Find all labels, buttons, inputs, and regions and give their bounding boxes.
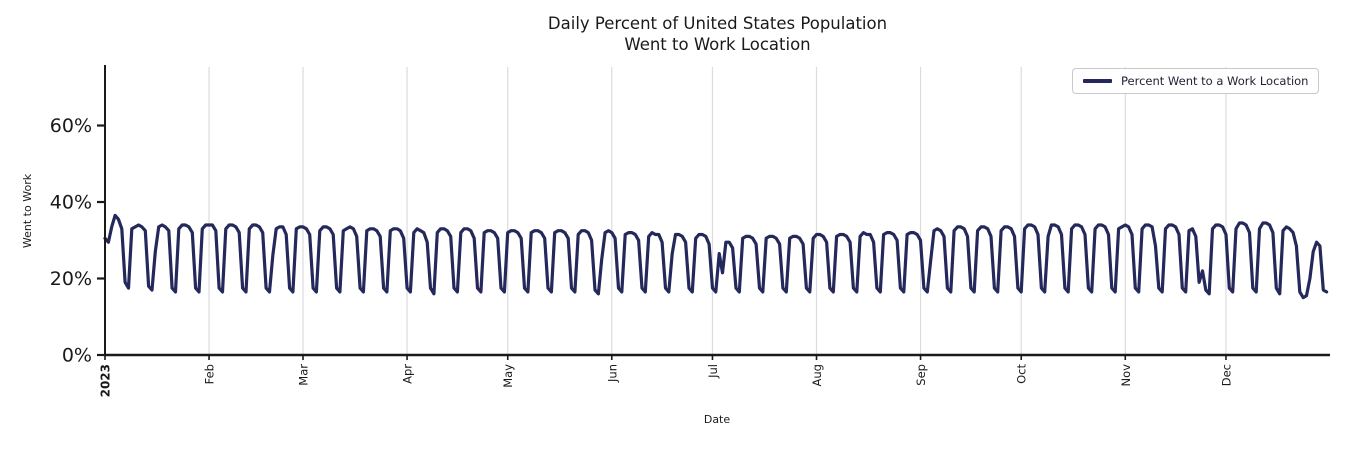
- x-tick-label: Apr: [401, 364, 415, 384]
- x-tick-label: 2023: [99, 364, 113, 397]
- y-tick-label: 40%: [50, 192, 92, 214]
- x-tick-label: Aug: [810, 364, 824, 386]
- axes: [97, 65, 1330, 360]
- x-tick-label: Nov: [1119, 364, 1133, 387]
- x-tick-label: Dec: [1219, 364, 1233, 386]
- x-tick-label: Jun: [605, 364, 619, 383]
- x-tick-label: Sep: [914, 364, 928, 386]
- y-tick-label: 20%: [50, 268, 92, 290]
- series-layer: [103, 213, 1329, 300]
- x-tick-label: Feb: [203, 364, 217, 384]
- legend: Percent Went to a Work Location: [1072, 68, 1320, 94]
- chart-title-line2: Went to Work Location: [624, 35, 811, 54]
- legend-line-swatch: [1083, 79, 1112, 83]
- x-tick-label: Jul: [706, 364, 720, 379]
- gridlines: [104, 67, 1227, 355]
- y-axis-label: Went to Work: [21, 173, 34, 248]
- x-tick-label: Mar: [297, 364, 311, 386]
- legend-label: Percent Went to a Work Location: [1121, 74, 1309, 88]
- x-tick-label: Oct: [1015, 364, 1029, 384]
- chart-title: Daily Percent of United States Populatio…: [105, 13, 1330, 55]
- tick-labels: 0% 20% 40% 60% 2023 Feb Mar Apr May Jun Jul Aug Sep O…: [50, 115, 1234, 397]
- x-tick-label: May: [501, 364, 515, 388]
- y-tick-label: 60%: [50, 115, 92, 137]
- series-line: [103, 213, 1329, 300]
- x-axis-label: Date: [704, 413, 731, 426]
- y-tick-label: 0%: [62, 345, 92, 367]
- chart-title-line1: Daily Percent of United States Populatio…: [547, 14, 888, 33]
